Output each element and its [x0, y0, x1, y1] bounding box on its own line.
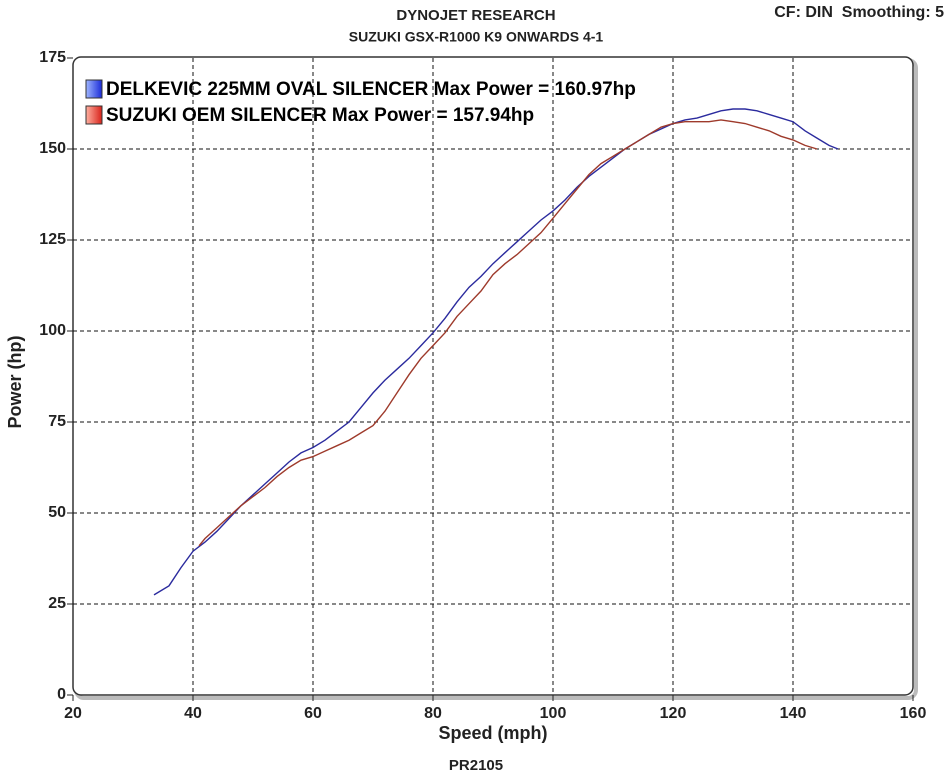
legend-entry: DELKEVIC 225MM OVAL SILENCER Max Power =… — [106, 79, 636, 100]
y-tick-label: 150 — [39, 140, 66, 157]
y-tick-label: 50 — [48, 504, 66, 521]
y-tick-label: 25 — [48, 595, 66, 612]
x-tick-label: 20 — [64, 705, 82, 722]
x-tick-label: 80 — [424, 705, 442, 722]
y-axis-label: Power (hp) — [5, 335, 25, 428]
x-tick-label: 100 — [540, 705, 567, 722]
legend-swatch — [85, 105, 103, 125]
x-tick-label: 160 — [900, 705, 927, 722]
chart-title: DYNOJET RESEARCH — [396, 7, 555, 24]
y-tick-label: 175 — [39, 49, 66, 66]
y-tick-label: 0 — [57, 686, 66, 703]
x-tick-label: 120 — [660, 705, 687, 722]
y-tick-label: 100 — [39, 322, 66, 339]
chart-subtitle: SUZUKI GSX-R1000 K9 ONWARDS 4-1 — [349, 29, 604, 45]
x-tick-label: 140 — [780, 705, 807, 722]
x-tick-label: 40 — [184, 705, 202, 722]
x-axis-label: Speed (mph) — [438, 723, 547, 743]
header-settings: CF: DIN Smoothing: 5 — [774, 4, 944, 21]
series-line — [153, 108, 839, 596]
legend-swatch — [85, 79, 103, 99]
legend-entry: SUZUKI OEM SILENCER Max Power = 157.94hp — [106, 105, 534, 126]
y-tick-label: 125 — [39, 231, 66, 248]
series-line — [198, 119, 818, 547]
footer: PR2105 — [449, 757, 503, 774]
y-tick-label: 75 — [48, 413, 66, 430]
plot-frame — [72, 56, 914, 696]
x-tick-label: 60 — [304, 705, 322, 722]
